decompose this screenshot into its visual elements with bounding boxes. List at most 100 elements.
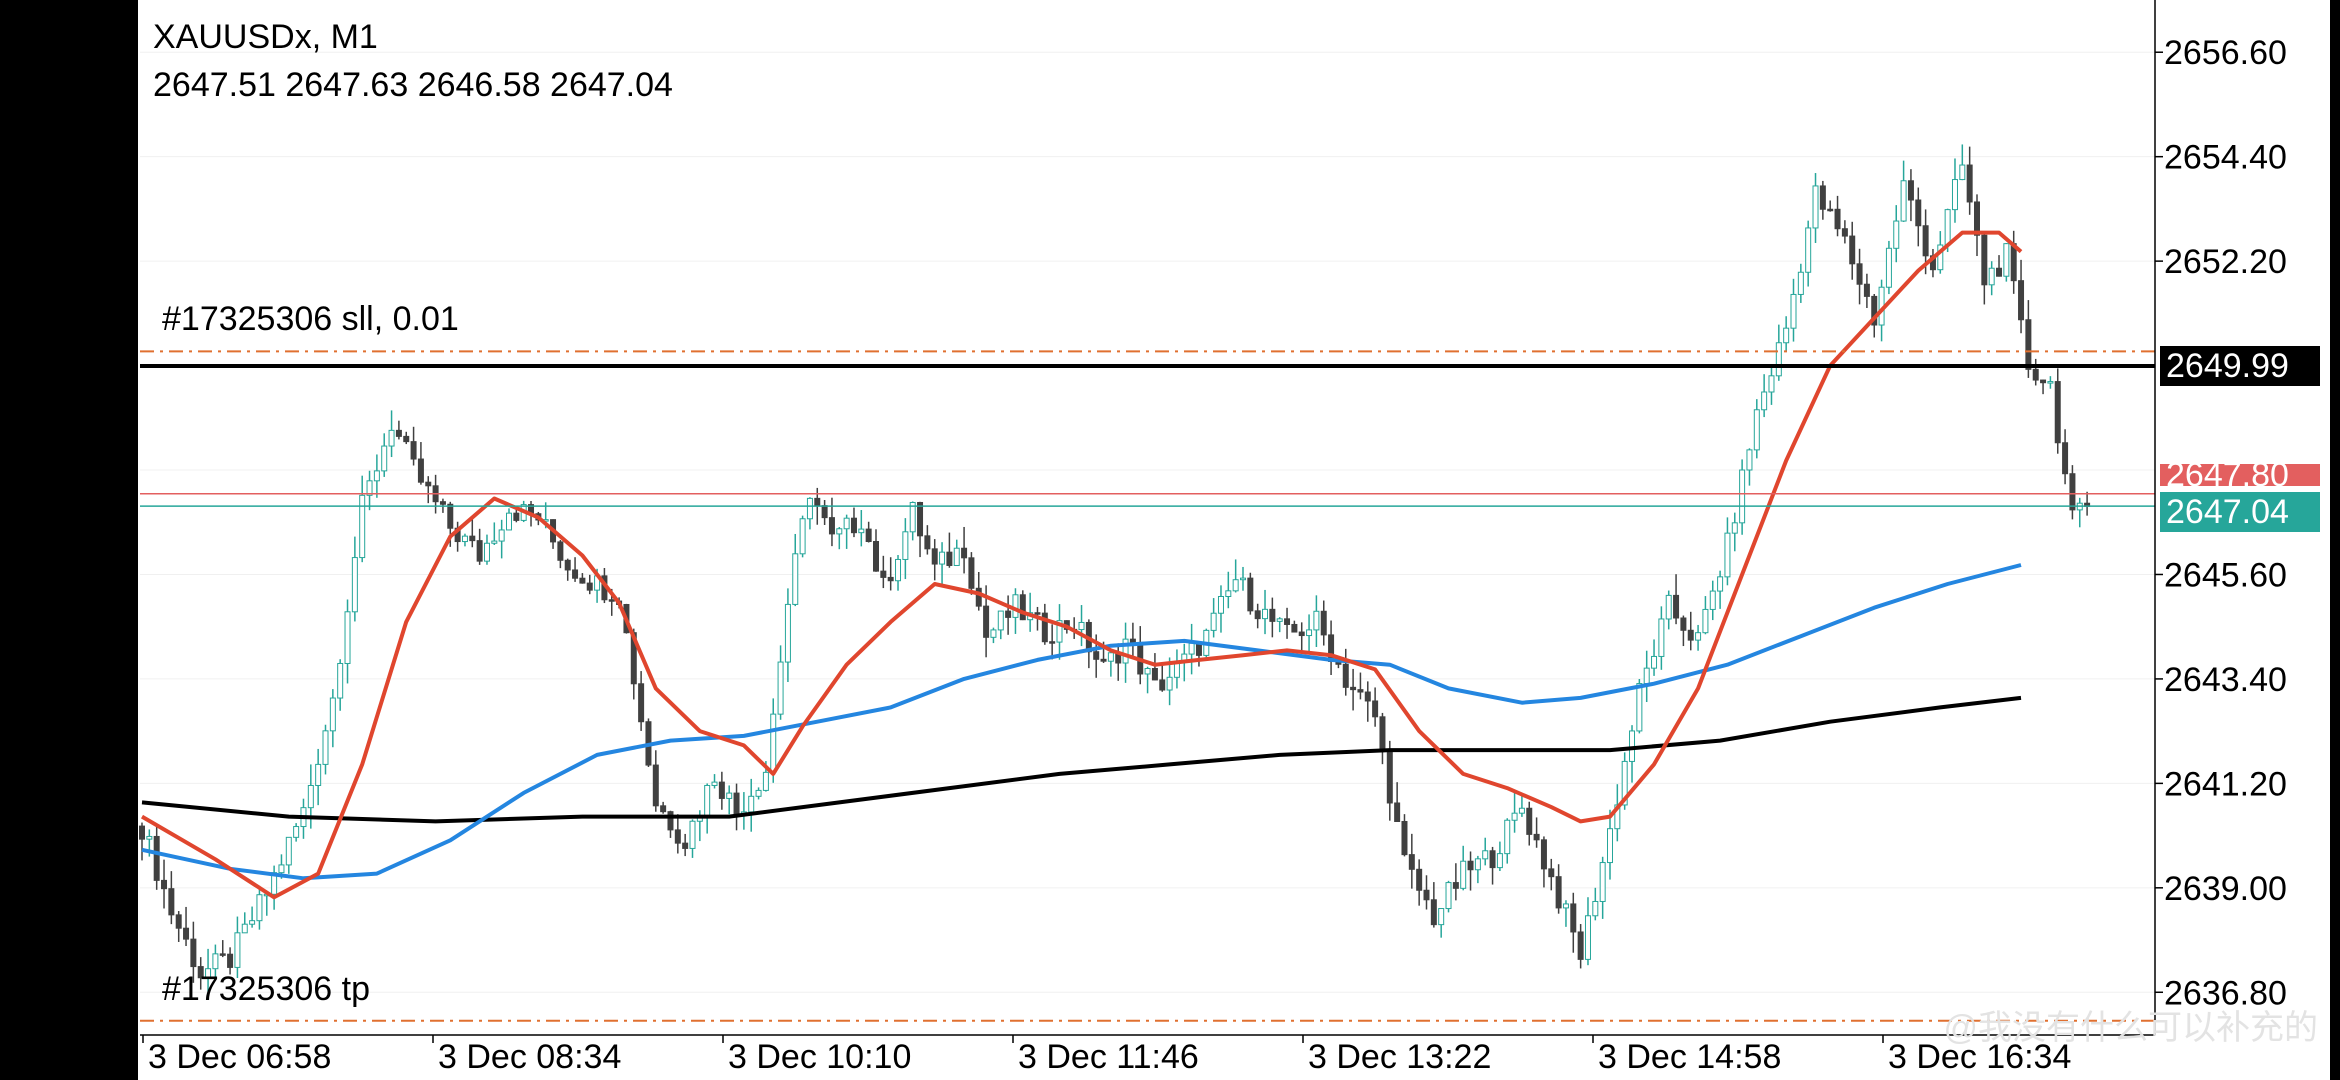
candle-body <box>667 811 674 831</box>
candle-body <box>1768 375 1775 393</box>
candle-body <box>917 501 924 537</box>
candle-body <box>1555 876 1562 909</box>
candle-body <box>689 820 696 849</box>
candle-body <box>1709 590 1716 610</box>
candle-body <box>256 894 263 922</box>
candle-body <box>2047 381 2054 384</box>
candle-body <box>836 528 843 535</box>
candle-body <box>1937 244 1944 271</box>
candle-body <box>315 763 322 786</box>
candle-body <box>1570 903 1577 933</box>
candle-body <box>873 541 879 572</box>
candle-body <box>1812 185 1819 229</box>
candle-body <box>1452 882 1459 889</box>
candle-body <box>1240 577 1246 581</box>
candle-body <box>1093 651 1100 660</box>
candle-body <box>425 481 432 487</box>
candle-body <box>1262 608 1269 620</box>
candle-body <box>895 558 902 582</box>
grid-lines <box>140 51 2155 993</box>
candle-body <box>1775 342 1782 377</box>
candle-body <box>410 441 417 460</box>
y-tick-label: 2645.60 <box>2164 556 2287 594</box>
candle-body <box>1159 679 1166 691</box>
candle-body <box>1783 327 1790 344</box>
candle-body <box>1173 661 1180 678</box>
candle-body <box>762 771 769 791</box>
candle-body <box>652 764 659 807</box>
candles <box>139 144 2091 992</box>
candle-body <box>1834 208 1841 230</box>
candle-body <box>2018 280 2025 321</box>
candle-body <box>1034 612 1041 615</box>
candle-body <box>806 497 813 520</box>
candle-body <box>1019 594 1026 621</box>
ma-slow-line <box>141 695 2022 824</box>
candle-body <box>704 784 711 817</box>
candle-body <box>953 547 960 566</box>
candle-body <box>711 781 718 786</box>
candle-body <box>821 505 828 519</box>
candle-body <box>1012 594 1019 618</box>
candle-body <box>1269 608 1276 622</box>
candle-body <box>1731 522 1738 534</box>
candle-body <box>1885 247 1892 288</box>
candle-body <box>1526 807 1533 835</box>
candle-body <box>1482 850 1489 860</box>
x-tick-label: 3 Dec 08:34 <box>438 1038 621 1076</box>
candle-body <box>1863 283 1870 297</box>
candle-body <box>1548 868 1555 878</box>
x-tick-label: 3 Dec 06:58 <box>148 1038 331 1076</box>
candle-body <box>359 494 366 559</box>
candle-body <box>682 842 689 849</box>
candle-body <box>1673 594 1680 619</box>
candle-body <box>1438 908 1445 926</box>
candle-body <box>579 577 586 584</box>
candle-body <box>241 923 248 934</box>
candle-body <box>234 932 241 968</box>
candle-body <box>1651 655 1658 669</box>
candle-body <box>1988 267 1995 286</box>
candle-body <box>902 531 909 560</box>
candle-body <box>572 569 579 579</box>
candle-body <box>1915 199 1922 227</box>
candle-body <box>1981 234 1988 286</box>
candle-body <box>718 781 725 799</box>
candle-body <box>1217 595 1224 614</box>
candle-body <box>139 825 145 840</box>
candle-body <box>909 501 916 533</box>
candle-body <box>1100 658 1107 662</box>
candle-body <box>1636 683 1643 732</box>
candle-body <box>388 429 395 447</box>
ohlc-values: 2647.51 2647.63 2646.58 2647.04 <box>153 66 673 104</box>
candle-body <box>887 576 894 582</box>
candle-body <box>1974 201 1980 236</box>
candle-body <box>828 517 835 535</box>
candle-body <box>1695 632 1702 641</box>
candle-body <box>1041 612 1048 643</box>
candle-body <box>498 529 505 542</box>
candle-body <box>858 528 865 534</box>
candle-body <box>2040 379 2047 384</box>
candle-body <box>249 920 256 925</box>
candle-body <box>1467 860 1474 871</box>
symbol-title: XAUUSDx, M1 <box>153 18 378 56</box>
candle-body <box>1122 638 1129 664</box>
take-profit-label[interactable]: #17325306 tp <box>162 970 370 1008</box>
candle-body <box>1474 858 1481 871</box>
candle-body <box>1372 700 1379 718</box>
candle-body <box>1460 860 1467 889</box>
candle-body <box>1056 620 1063 643</box>
candle-body <box>373 470 380 482</box>
candle-body <box>1599 862 1606 902</box>
candle-body <box>880 570 887 578</box>
candle-body <box>285 836 292 866</box>
candle-body <box>931 548 938 565</box>
candle-body <box>447 503 454 529</box>
candle-body <box>1298 631 1305 637</box>
candle-body <box>1489 850 1496 869</box>
sell-order-label[interactable]: #17325306 sll, 0.01 <box>162 300 459 338</box>
candle-body <box>983 605 990 638</box>
candle-body <box>814 497 821 507</box>
